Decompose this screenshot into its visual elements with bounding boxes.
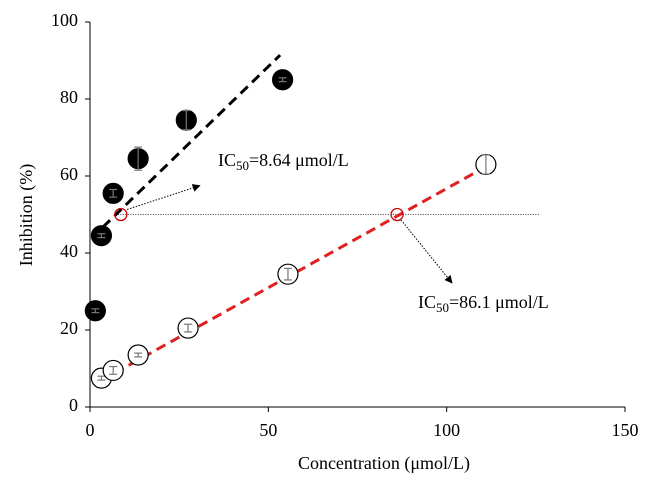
error-bar (184, 323, 193, 333)
annotation-subscript: 50 (436, 300, 449, 315)
annotation-subscript: 50 (236, 158, 249, 173)
annotation-arrow (126, 184, 201, 210)
x-tick-label: 50 (259, 420, 277, 440)
error-bar (91, 308, 100, 314)
y-tick-label: 20 (60, 318, 78, 338)
x-tick-label: 100 (433, 420, 460, 440)
error-bar (109, 365, 118, 375)
ic50-point (114, 207, 128, 222)
y-axis-label: Inhibition (%) (16, 164, 37, 266)
y-tick-label: 60 (60, 164, 78, 184)
annotation-text: =8.64 μmol/L (249, 150, 349, 170)
y-tick-label: 100 (51, 10, 78, 30)
x-tick-label: 0 (86, 420, 95, 440)
y-tick-label: 80 (60, 87, 78, 107)
error-bar (278, 77, 287, 83)
annotation-text: =86.1 μmol/L (449, 292, 549, 312)
trend-line (99, 166, 484, 383)
error-bar (182, 109, 191, 131)
annotation: IC50=8.64 μmol/L (218, 150, 349, 173)
trend-line (101, 54, 282, 229)
error-bar (134, 352, 143, 358)
annotation-text: IC (218, 150, 236, 170)
annotation: IC50=86.1 μmol/L (418, 292, 549, 315)
y-tick-label: 0 (69, 395, 78, 415)
y-tick-label: 40 (60, 241, 78, 261)
annotation-text: IC (418, 292, 436, 312)
error-bar (97, 375, 106, 381)
x-axis-label: Concentration (μmol/L) (298, 453, 470, 474)
annotation-arrow (400, 219, 453, 284)
error-bar (97, 233, 106, 239)
error-bar (283, 267, 292, 281)
x-tick-label: 150 (612, 420, 639, 440)
error-bar (134, 146, 143, 171)
error-bar (481, 154, 490, 175)
error-bar (109, 188, 118, 198)
ic50-point (390, 207, 404, 222)
